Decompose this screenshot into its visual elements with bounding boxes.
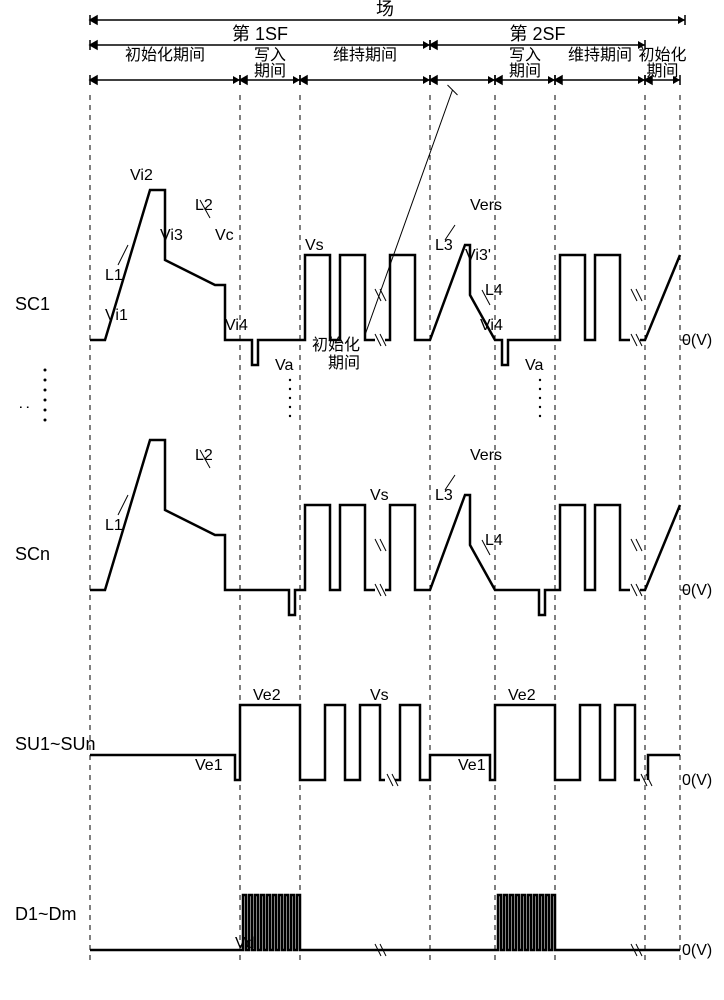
svg-text:Vers: Vers bbox=[470, 447, 502, 464]
svg-text:Vs: Vs bbox=[370, 487, 389, 504]
svg-text:D1~Dm: D1~Dm bbox=[15, 904, 77, 924]
svg-text:0(V): 0(V) bbox=[682, 772, 712, 789]
svg-text:0(V): 0(V) bbox=[682, 942, 712, 959]
svg-text:Vi4: Vi4 bbox=[480, 317, 503, 334]
svg-text:L2: L2 bbox=[195, 447, 213, 464]
svg-text:SCn: SCn bbox=[15, 544, 50, 564]
svg-text:Vi3': Vi3' bbox=[465, 247, 491, 264]
svg-text:维持期间: 维持期间 bbox=[333, 46, 397, 64]
svg-text:初始化: 初始化 bbox=[638, 46, 686, 64]
svg-text:初始化: 初始化 bbox=[312, 336, 360, 354]
svg-text:Vs: Vs bbox=[305, 237, 324, 254]
svg-text:Ve2: Ve2 bbox=[508, 687, 536, 704]
svg-text:写入: 写入 bbox=[254, 47, 286, 64]
svg-text:L3: L3 bbox=[435, 237, 453, 254]
svg-text:写入: 写入 bbox=[509, 47, 541, 64]
svg-text:SU1~SUn: SU1~SUn bbox=[15, 734, 96, 754]
svg-text:Va: Va bbox=[275, 357, 293, 374]
svg-text:Vd: Vd bbox=[235, 935, 255, 952]
svg-text:期间: 期间 bbox=[328, 354, 360, 372]
svg-text:Ve2: Ve2 bbox=[253, 687, 281, 704]
svg-text:Vi4: Vi4 bbox=[225, 317, 248, 334]
svg-text:L4: L4 bbox=[485, 532, 503, 549]
svg-text:初始化期间: 初始化期间 bbox=[125, 46, 205, 64]
svg-text:维持期间: 维持期间 bbox=[568, 46, 632, 64]
svg-text:期间: 期间 bbox=[509, 62, 541, 80]
svg-text:L3: L3 bbox=[435, 487, 453, 504]
svg-text:L2: L2 bbox=[195, 197, 213, 214]
svg-text:Vc: Vc bbox=[215, 227, 234, 244]
svg-text:Vi1: Vi1 bbox=[105, 307, 128, 324]
svg-text:期间: 期间 bbox=[254, 62, 286, 80]
svg-text:L1: L1 bbox=[105, 267, 123, 284]
svg-text:Vers: Vers bbox=[470, 197, 502, 214]
svg-text:第 1SF: 第 1SF bbox=[232, 24, 288, 44]
svg-text:Vi2: Vi2 bbox=[130, 167, 153, 184]
svg-text:Va: Va bbox=[525, 357, 543, 374]
svg-text:L1: L1 bbox=[105, 517, 123, 534]
svg-text:第 2SF: 第 2SF bbox=[509, 24, 565, 44]
svg-text:SC1: SC1 bbox=[15, 294, 50, 314]
svg-text:L4: L4 bbox=[485, 282, 503, 299]
svg-text:Ve1: Ve1 bbox=[195, 757, 223, 774]
svg-text:Vi3: Vi3 bbox=[160, 227, 183, 244]
svg-text:Vs: Vs bbox=[370, 687, 389, 704]
svg-text:期间: 期间 bbox=[646, 62, 678, 80]
svg-text::: : bbox=[16, 405, 33, 409]
svg-text:Ve1: Ve1 bbox=[458, 757, 486, 774]
svg-text:场: 场 bbox=[376, 0, 394, 19]
